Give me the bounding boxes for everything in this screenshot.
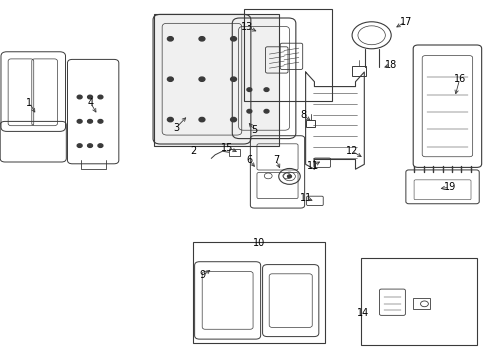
Circle shape [264, 109, 268, 113]
Circle shape [167, 117, 173, 122]
Text: 4: 4 [87, 98, 93, 108]
Text: 16: 16 [452, 74, 465, 84]
Circle shape [230, 77, 236, 81]
Bar [244, 9, 331, 101]
Text: 2: 2 [190, 146, 196, 156]
Circle shape [87, 95, 92, 99]
Circle shape [167, 77, 173, 81]
Circle shape [230, 117, 236, 122]
Circle shape [98, 95, 102, 99]
Text: 9: 9 [200, 270, 205, 280]
Circle shape [87, 120, 92, 123]
Bar [305, 120, 314, 127]
Text: 14: 14 [356, 308, 369, 318]
Circle shape [87, 144, 92, 148]
Circle shape [246, 88, 251, 91]
Text: 12: 12 [345, 146, 358, 156]
Text: 11: 11 [299, 193, 311, 203]
Circle shape [77, 120, 82, 123]
Text: 10: 10 [252, 238, 265, 248]
Circle shape [98, 120, 102, 123]
Bar [351, 66, 365, 76]
Circle shape [77, 95, 82, 99]
Text: 5: 5 [251, 125, 257, 135]
Text: 6: 6 [246, 155, 252, 165]
Text: 7: 7 [273, 155, 279, 165]
Circle shape [199, 117, 204, 122]
Circle shape [98, 144, 102, 148]
Text: 1: 1 [26, 98, 32, 108]
Bar [360, 258, 476, 345]
Text: 15: 15 [221, 143, 233, 153]
Circle shape [246, 109, 251, 113]
Bar [228, 149, 239, 156]
Circle shape [264, 88, 268, 91]
Circle shape [287, 175, 291, 178]
Bar [154, 14, 278, 146]
Text: 19: 19 [443, 182, 455, 192]
Circle shape [167, 37, 173, 41]
Text: 11: 11 [306, 161, 319, 171]
Text: 18: 18 [384, 60, 397, 70]
Text: 3: 3 [173, 123, 179, 133]
Bar [193, 242, 325, 343]
Circle shape [77, 144, 82, 148]
Circle shape [199, 77, 204, 81]
Text: 8: 8 [300, 110, 305, 120]
Circle shape [199, 37, 204, 41]
Text: 13: 13 [240, 22, 253, 32]
Text: 17: 17 [399, 17, 411, 27]
Circle shape [230, 37, 236, 41]
Bar [412, 298, 429, 309]
